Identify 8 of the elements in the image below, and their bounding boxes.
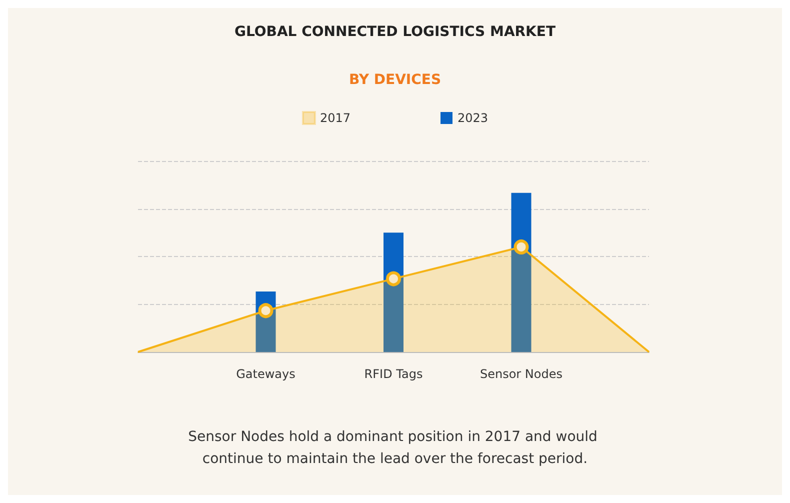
chart-title: GLOBAL CONNECTED LOGISTICS MARKET bbox=[234, 24, 556, 40]
chart-subtitle: BY DEVICES bbox=[348, 72, 442, 88]
x-tick-label: RFID Tags bbox=[364, 367, 423, 381]
text: Sensor Nodes hold a dominant position in 2017 and would continue to maintain the lead over the forecast period. bbox=[188, 429, 602, 467]
x-tick-label: Gateways bbox=[236, 367, 296, 381]
legend-label: 2023 bbox=[458, 111, 488, 125]
legend-label: 2017 bbox=[320, 111, 351, 125]
x-tick-label: Sensor Nodes bbox=[480, 367, 563, 381]
